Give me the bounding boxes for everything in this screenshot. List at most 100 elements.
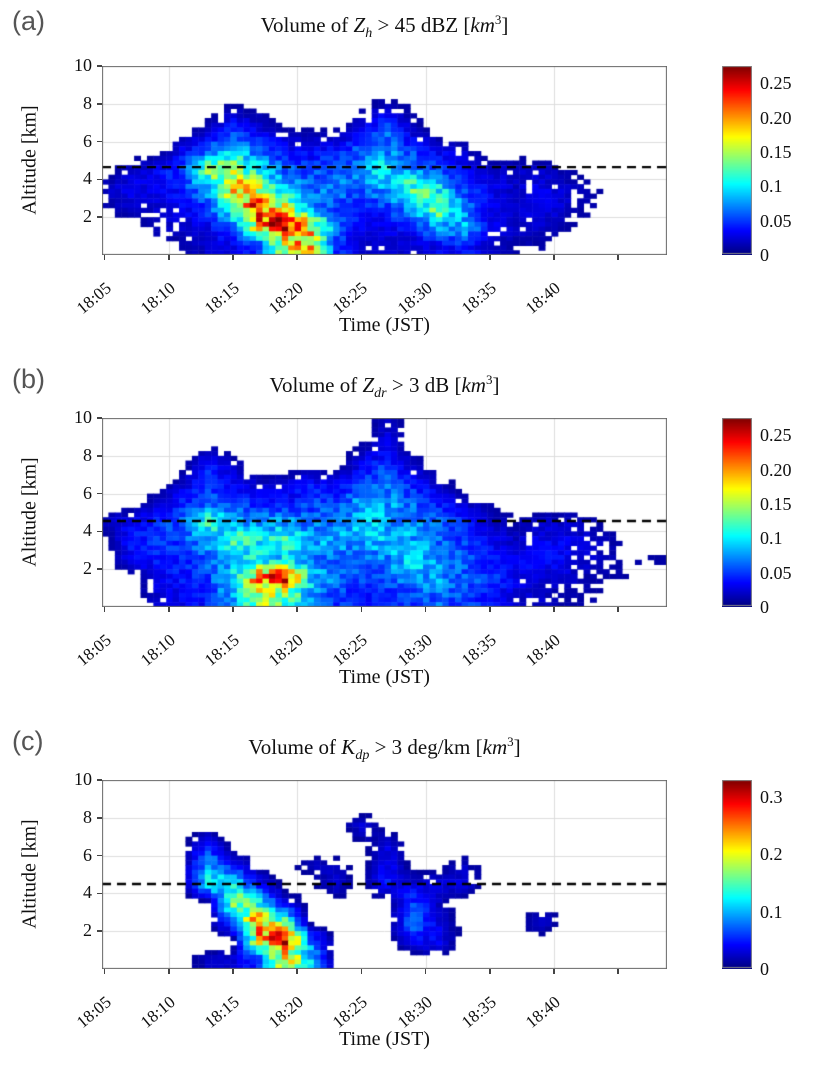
x-tick-mark	[296, 607, 298, 612]
colorbar-tick-label: 0.25	[760, 73, 792, 94]
y-tick-mark	[97, 568, 102, 570]
x-tick-mark	[617, 607, 619, 612]
title-suffix: ]	[513, 735, 521, 759]
colorbar-tick-label: 0.1	[760, 176, 783, 197]
title-condition: > 3 dB [	[386, 373, 462, 397]
colorbar-tick-label: 0.05	[760, 210, 792, 231]
y-tick-label: 8	[83, 806, 92, 827]
panel-label-c: (c)	[12, 726, 44, 756]
title-unit: km	[470, 13, 495, 37]
y-tick-mark	[97, 140, 102, 143]
colorbar-a	[722, 66, 752, 255]
y-tick-mark	[97, 817, 102, 819]
colorbar-tick-label: 0.15	[760, 493, 792, 514]
x-tick-mark	[103, 255, 106, 260]
x-tick-mark	[553, 607, 555, 612]
y-tick-label: 4	[83, 168, 92, 189]
colorbar-tick-label: 0	[760, 597, 769, 617]
y-tick-mark	[97, 854, 102, 857]
title-suffix: ]	[501, 13, 509, 37]
y-tick-mark	[97, 779, 102, 781]
y-tick-mark	[97, 178, 102, 181]
y-tick-label: 2	[83, 920, 92, 941]
y-tick-label: 6	[83, 844, 92, 865]
y-tick-label: 8	[83, 92, 92, 113]
y-axis-label-a: Altitude [km]	[18, 105, 41, 215]
y-tick-mark	[97, 892, 102, 895]
y-axis-label-b: Altitude [km]	[18, 457, 41, 567]
title-unit: km	[461, 373, 486, 397]
heatmap-canvas-a	[102, 66, 667, 255]
y-axis-label-c: Altitude [km]	[18, 819, 41, 929]
y-tick-label: 2	[83, 558, 92, 579]
title-exponent: 3	[485, 372, 493, 387]
title-condition: > 45 dBZ [	[372, 13, 471, 37]
x-tick-mark	[424, 607, 427, 612]
colorbar-tick-label: 0.3	[760, 787, 783, 808]
x-axis-label-a: Time (JST)	[339, 314, 430, 336]
x-tick-mark	[489, 969, 491, 974]
y-tick-mark	[97, 530, 102, 533]
title-unit: km	[482, 735, 508, 759]
colorbar-tick-label: 0.05	[760, 562, 792, 583]
title-exponent: 3	[507, 734, 514, 749]
x-tick-mark	[232, 969, 234, 974]
x-tick-mark	[232, 255, 234, 260]
y-tick-label: 6	[83, 482, 92, 503]
title-text: Volume of	[269, 373, 363, 397]
x-tick-mark	[232, 607, 234, 612]
y-tick-label: 4	[83, 520, 92, 541]
y-tick-mark	[97, 492, 102, 495]
panel-title-a: Volume of Zh > 45 dBZ [km3]	[102, 12, 667, 42]
y-tick-mark	[97, 930, 102, 932]
x-tick-mark	[553, 969, 555, 974]
title-condition: > 3 deg/km [	[369, 735, 483, 759]
x-tick-mark	[168, 255, 170, 260]
y-tick-label: 8	[83, 444, 92, 465]
x-tick-mark	[489, 255, 491, 260]
heatmap-canvas-c	[102, 780, 667, 969]
panel-label-b: (b)	[12, 364, 45, 394]
colorbar-tick-label: 0.20	[760, 459, 792, 480]
x-tick-mark	[360, 607, 363, 612]
title-subscript: dp	[355, 748, 370, 764]
y-tick-mark	[97, 455, 102, 457]
colorbar-tick-label: 0.20	[760, 107, 792, 128]
x-tick-mark	[168, 607, 170, 612]
colorbar-tick-label: 0.1	[760, 901, 783, 922]
x-tick-mark	[553, 255, 555, 260]
colorbar-c	[722, 780, 752, 969]
title-subscript: dr	[374, 386, 387, 402]
title-suffix: ]	[492, 373, 500, 397]
y-tick-label: 10	[74, 55, 92, 75]
y-tick-label: 2	[83, 206, 92, 227]
x-tick-mark	[360, 969, 363, 974]
y-tick-mark	[97, 103, 102, 105]
y-tick-label: 4	[83, 882, 92, 903]
title-text: Volume of	[260, 13, 354, 37]
y-tick-label: 6	[83, 130, 92, 151]
title-exponent: 3	[494, 12, 502, 27]
x-tick-mark	[617, 255, 619, 260]
colorbar-b	[722, 418, 752, 607]
title-symbol: Z	[362, 373, 375, 397]
title-symbol: Z	[353, 13, 366, 37]
title-symbol: K	[341, 735, 356, 759]
colorbar-tick-label: 0	[760, 959, 769, 979]
title-text: Volume of	[248, 735, 342, 759]
y-tick-label: 10	[74, 769, 92, 789]
panel-title-b: Volume of Zdr > 3 dB [km3]	[102, 372, 667, 402]
x-tick-mark	[168, 969, 170, 974]
colorbar-tick-label: 0	[760, 245, 769, 265]
x-tick-mark	[296, 255, 298, 260]
x-tick-mark	[103, 969, 106, 974]
x-axis-label-c: Time (JST)	[339, 1028, 430, 1050]
y-tick-mark	[97, 65, 102, 67]
x-tick-mark	[424, 969, 427, 974]
panel-label-a: (a)	[12, 6, 45, 36]
colorbar-tick-label: 0.1	[760, 528, 783, 549]
x-tick-mark	[103, 607, 106, 612]
panel-title-c: Volume of Kdp > 3 deg/km [km3]	[102, 734, 667, 764]
x-tick-mark	[360, 255, 363, 260]
